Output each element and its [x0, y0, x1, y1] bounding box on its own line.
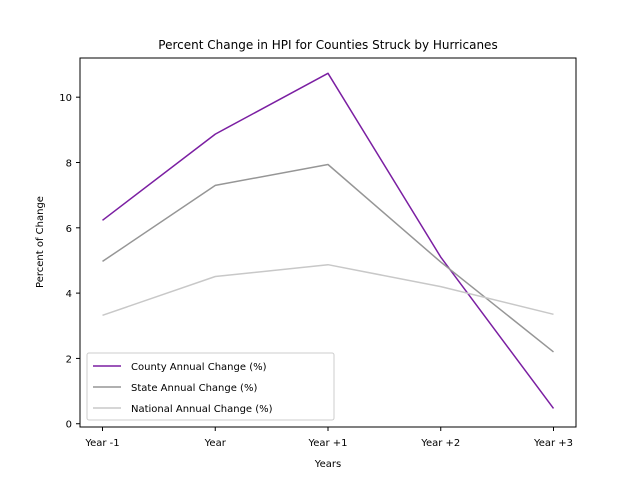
series-lines: [102, 72, 555, 409]
series-line-2: [102, 163, 554, 353]
x-tick-label: Year +3: [533, 438, 573, 449]
series-line-3: [102, 263, 554, 317]
legend-label: State Annual Change (%): [131, 383, 257, 394]
y-tick-label: 4: [66, 289, 72, 300]
y-axis-label: Percent of Change: [35, 196, 46, 288]
x-axis: Year -1 Year Year +1 Year +2 Year +3: [84, 427, 573, 449]
y-tick-label: 2: [66, 354, 72, 365]
y-tick-label: 8: [66, 158, 72, 169]
x-tick-label: Year: [204, 438, 227, 449]
y-tick-label: 0: [66, 420, 72, 431]
x-tick-label: Year +1: [307, 438, 347, 449]
legend: County Annual Change (%) State Annual Cha…: [86, 352, 335, 421]
legend-label: County Annual Change (%): [131, 362, 267, 373]
legend-box: [86, 352, 335, 421]
x-axis-label: Years: [314, 459, 341, 470]
y-tick-label: 6: [66, 224, 72, 235]
x-tick-label: Year -1: [84, 438, 119, 449]
y-tick-label: 10: [59, 93, 72, 104]
y-axis: 0 2 4 6 8 10: [59, 93, 80, 431]
x-tick-label: Year +2: [420, 438, 460, 449]
legend-label: National Annual Change (%): [131, 404, 273, 415]
chart-title: Percent Change in HPI for Counties Struc…: [158, 38, 497, 52]
series-line-1: [102, 72, 555, 409]
